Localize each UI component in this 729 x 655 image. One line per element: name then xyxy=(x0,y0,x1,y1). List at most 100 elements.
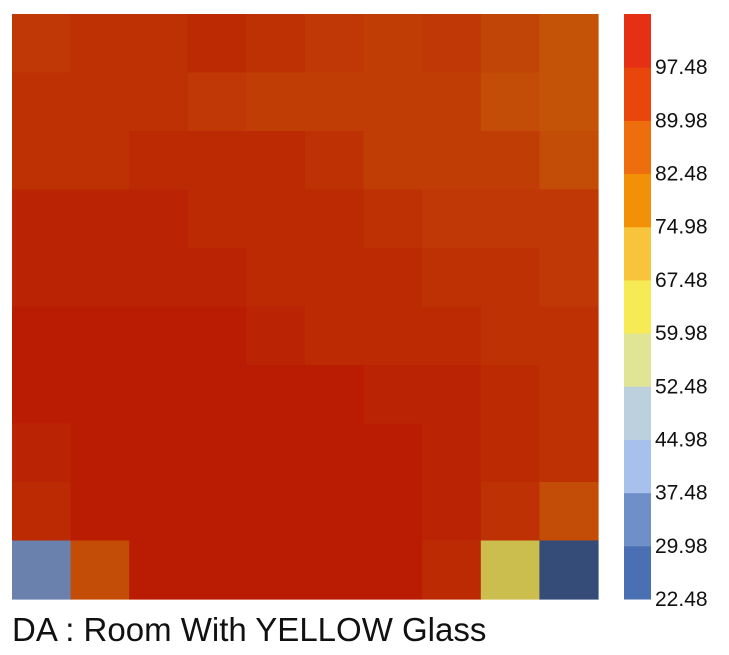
heatmap-cell xyxy=(187,14,247,74)
heatmap-cell xyxy=(480,14,540,74)
heatmap-cell xyxy=(187,365,247,425)
heatmap-cell xyxy=(70,248,130,308)
heatmap-cell xyxy=(480,540,540,600)
heatmap-cell xyxy=(12,365,72,425)
colorbar-tick-label: 82.48 xyxy=(655,163,708,186)
colorbar-tick-label: 97.48 xyxy=(655,56,708,79)
heatmap-cell xyxy=(187,423,247,483)
heatmap-cell xyxy=(422,14,482,74)
heatmap-cell xyxy=(422,482,482,542)
heatmap-cell xyxy=(246,14,306,74)
colorbar-band xyxy=(624,333,651,387)
heatmap-cell xyxy=(246,540,306,600)
heatmap-cell xyxy=(480,306,540,366)
heatmap-cell xyxy=(129,72,189,132)
heatmap-cell xyxy=(129,131,189,191)
colorbar-band xyxy=(624,173,651,228)
heatmap-cell xyxy=(363,72,423,132)
heatmap-cell xyxy=(70,131,130,191)
heatmap-cell xyxy=(246,365,306,425)
heatmap-cell xyxy=(363,131,423,191)
heatmap-cell xyxy=(305,423,365,483)
heatmap-cell xyxy=(129,540,189,600)
heatmap-cell xyxy=(539,248,599,308)
heatmap-cell xyxy=(305,306,365,366)
heatmap-cell xyxy=(480,482,540,542)
colorbar-tick-label: 37.48 xyxy=(655,482,708,505)
heatmap-cell xyxy=(70,365,130,425)
heatmap-cell xyxy=(129,14,189,74)
heatmap-cell xyxy=(187,131,247,191)
heatmap-cell xyxy=(363,540,423,600)
heatmap-cell xyxy=(305,189,365,249)
heatmap-cells xyxy=(12,14,599,600)
heatmap-cell xyxy=(539,423,599,483)
heatmap-cell xyxy=(305,365,365,425)
colorbar-tick-label: 29.98 xyxy=(655,535,708,558)
colorbar-band xyxy=(624,439,651,494)
heatmap-cell xyxy=(305,72,365,132)
heatmap-cell xyxy=(70,423,130,483)
heatmap-cell xyxy=(70,72,130,132)
colorbar-band xyxy=(624,545,651,600)
heatmap-cell xyxy=(363,306,423,366)
heatmap-cell xyxy=(129,248,189,308)
heatmap-cell xyxy=(12,131,72,191)
heatmap-cell xyxy=(70,14,130,74)
colorbar-tick-label: 44.98 xyxy=(655,429,708,452)
heatmap-cell xyxy=(129,306,189,366)
heatmap-cell xyxy=(539,131,599,191)
heatmap-cell xyxy=(70,189,130,249)
heatmap-cell xyxy=(129,365,189,425)
heatmap-cell xyxy=(539,189,599,249)
colorbar-tick-label: 74.98 xyxy=(655,216,708,239)
colorbar xyxy=(624,14,651,600)
heatmap-cell xyxy=(480,423,540,483)
heatmap-cell xyxy=(422,248,482,308)
heatmap-cell xyxy=(12,306,72,366)
heatmap-cell xyxy=(422,306,482,366)
heatmap-cell xyxy=(187,306,247,366)
colorbar-band xyxy=(624,279,651,334)
heatmap-cell xyxy=(246,306,306,366)
heatmap-cell xyxy=(246,423,306,483)
heatmap-cell xyxy=(480,72,540,132)
heatmap-cell xyxy=(305,540,365,600)
heatmap-cell xyxy=(12,248,72,308)
heatmap-cell xyxy=(305,248,365,308)
heatmap-cell xyxy=(539,14,599,74)
heatmap-cell xyxy=(305,14,365,74)
colorbar-band xyxy=(624,226,651,281)
colorbar-tick-label: 52.48 xyxy=(655,375,708,398)
heatmap-cell xyxy=(363,365,423,425)
heatmap-cell xyxy=(187,72,247,132)
heatmap-cell xyxy=(539,306,599,366)
colorbar-tick-label: 22.48 xyxy=(655,588,708,611)
heatmap-cell xyxy=(12,423,72,483)
heatmap-cell xyxy=(12,540,72,600)
heatmap-cell xyxy=(363,423,423,483)
heatmap-cell xyxy=(246,248,306,308)
heatmap-cell xyxy=(480,248,540,308)
heatmap-cell xyxy=(480,365,540,425)
colorbar-band xyxy=(624,14,651,68)
heatmap-cell xyxy=(480,189,540,249)
heatmap-cell xyxy=(422,540,482,600)
colorbar-tick-label: 89.98 xyxy=(655,109,708,132)
heatmap-cell xyxy=(12,72,72,132)
heatmap-cell xyxy=(539,540,599,600)
heatmap-cell xyxy=(129,482,189,542)
heatmap-cell xyxy=(70,306,130,366)
colorbar-band xyxy=(624,386,651,440)
heatmap-cell xyxy=(422,131,482,191)
heatmap-cell xyxy=(422,189,482,249)
heatmap-cell xyxy=(363,14,423,74)
heatmap-cell xyxy=(305,131,365,191)
heatmap-cell xyxy=(363,248,423,308)
heatmap-cell xyxy=(480,131,540,191)
colorbar-tick-label: 59.98 xyxy=(655,322,708,345)
colorbar-tick-labels: 97.48 89.98 82.48 74.98 67.48 59.98 52.48 44.98… xyxy=(655,56,708,611)
heatmap-cell xyxy=(246,482,306,542)
heatmap-cell xyxy=(422,365,482,425)
